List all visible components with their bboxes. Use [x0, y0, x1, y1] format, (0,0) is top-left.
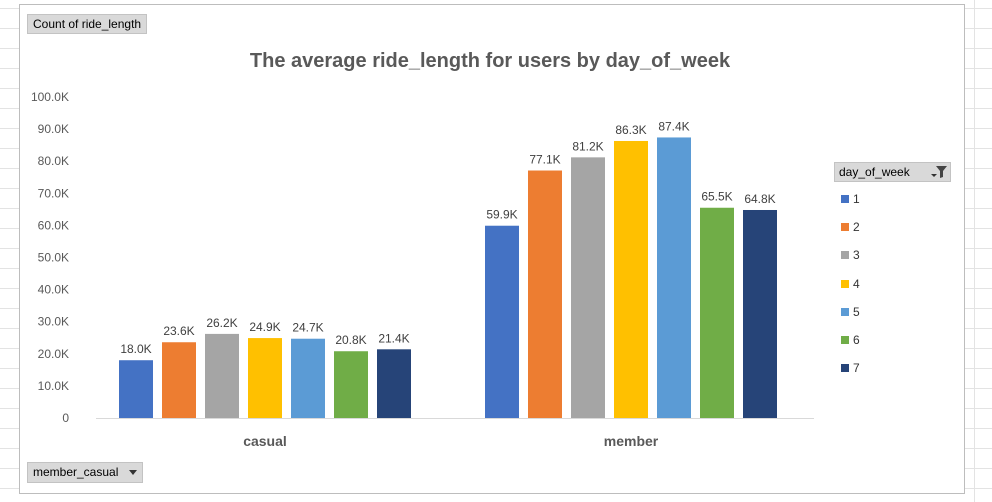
legend-label: 4 — [853, 276, 860, 291]
data-label: 64.8K — [744, 192, 775, 206]
y-tick-label: 100.0K — [31, 90, 69, 104]
data-label: 77.1K — [529, 153, 560, 167]
data-label: 87.4K — [658, 119, 689, 133]
bar[interactable] — [743, 209, 777, 418]
bar[interactable] — [248, 338, 282, 418]
y-tick-label: 90.0K — [38, 122, 69, 136]
y-tick-label: 70.0K — [38, 186, 69, 200]
legend-field-button[interactable]: day_of_week — [834, 162, 951, 182]
values-field-label: Count of ride_length — [33, 17, 142, 31]
y-tick-label: 10.0K — [38, 379, 69, 393]
bar[interactable] — [700, 207, 734, 418]
y-tick-label: 0 — [62, 411, 69, 425]
bar[interactable] — [119, 360, 153, 418]
legend-swatch — [841, 251, 849, 260]
legend-swatch — [841, 195, 849, 203]
legend-label: 1 — [853, 192, 860, 206]
legend-swatch — [841, 336, 849, 344]
y-tick-label: 60.0K — [38, 218, 69, 232]
legend-swatch — [841, 223, 849, 232]
legend-label: 2 — [853, 220, 860, 235]
bar[interactable] — [657, 137, 691, 419]
data-label: 59.9K — [486, 208, 517, 222]
y-tick-label: 20.0K — [38, 347, 69, 361]
x-category-label: member — [604, 433, 659, 449]
data-label: 23.6K — [163, 324, 194, 338]
legend-swatch — [841, 307, 849, 316]
data-label: 86.3K — [615, 123, 646, 137]
bar[interactable] — [334, 351, 368, 418]
data-label: 65.5K — [701, 190, 732, 204]
sheet-column-line — [974, 0, 975, 502]
legend-swatch — [841, 364, 849, 373]
data-label: 26.2K — [206, 316, 237, 330]
y-tick-label: 80.0K — [38, 154, 69, 168]
chevron-down-icon[interactable] — [128, 470, 137, 476]
y-tick-label: 30.0K — [38, 315, 69, 329]
bar[interactable] — [291, 338, 325, 418]
bar[interactable] — [571, 157, 605, 418]
data-label: 24.7K — [292, 321, 323, 335]
data-label: 20.8K — [335, 333, 366, 347]
bar[interactable] — [485, 225, 519, 418]
bar[interactable] — [528, 170, 562, 418]
legend-field-label: day_of_week — [839, 165, 910, 179]
data-label: 81.2K — [572, 139, 603, 153]
axis-field-label: member_casual — [33, 465, 119, 479]
filter-dropdown-icon[interactable] — [931, 165, 947, 179]
values-field-button[interactable]: Count of ride_length — [27, 14, 148, 34]
data-label: 21.4K — [378, 331, 409, 345]
legend-label: 7 — [853, 361, 860, 376]
bar[interactable] — [614, 140, 648, 419]
legend-label: 3 — [853, 248, 860, 263]
bar[interactable] — [162, 342, 196, 418]
chart-title: The average ride_length for users by day… — [249, 50, 731, 72]
axis-field-button[interactable]: member_casual — [27, 462, 143, 483]
legend-swatch — [841, 279, 849, 288]
bar[interactable] — [377, 349, 411, 418]
legend-label: 5 — [853, 304, 860, 319]
data-label: 24.9K — [249, 320, 280, 334]
bar[interactable] — [205, 333, 239, 418]
legend-label: 6 — [853, 333, 860, 347]
y-tick-label: 40.0K — [38, 283, 69, 297]
x-category-label: casual — [243, 433, 287, 449]
y-tick-label: 50.0K — [38, 251, 69, 265]
data-label: 18.0K — [120, 342, 151, 356]
